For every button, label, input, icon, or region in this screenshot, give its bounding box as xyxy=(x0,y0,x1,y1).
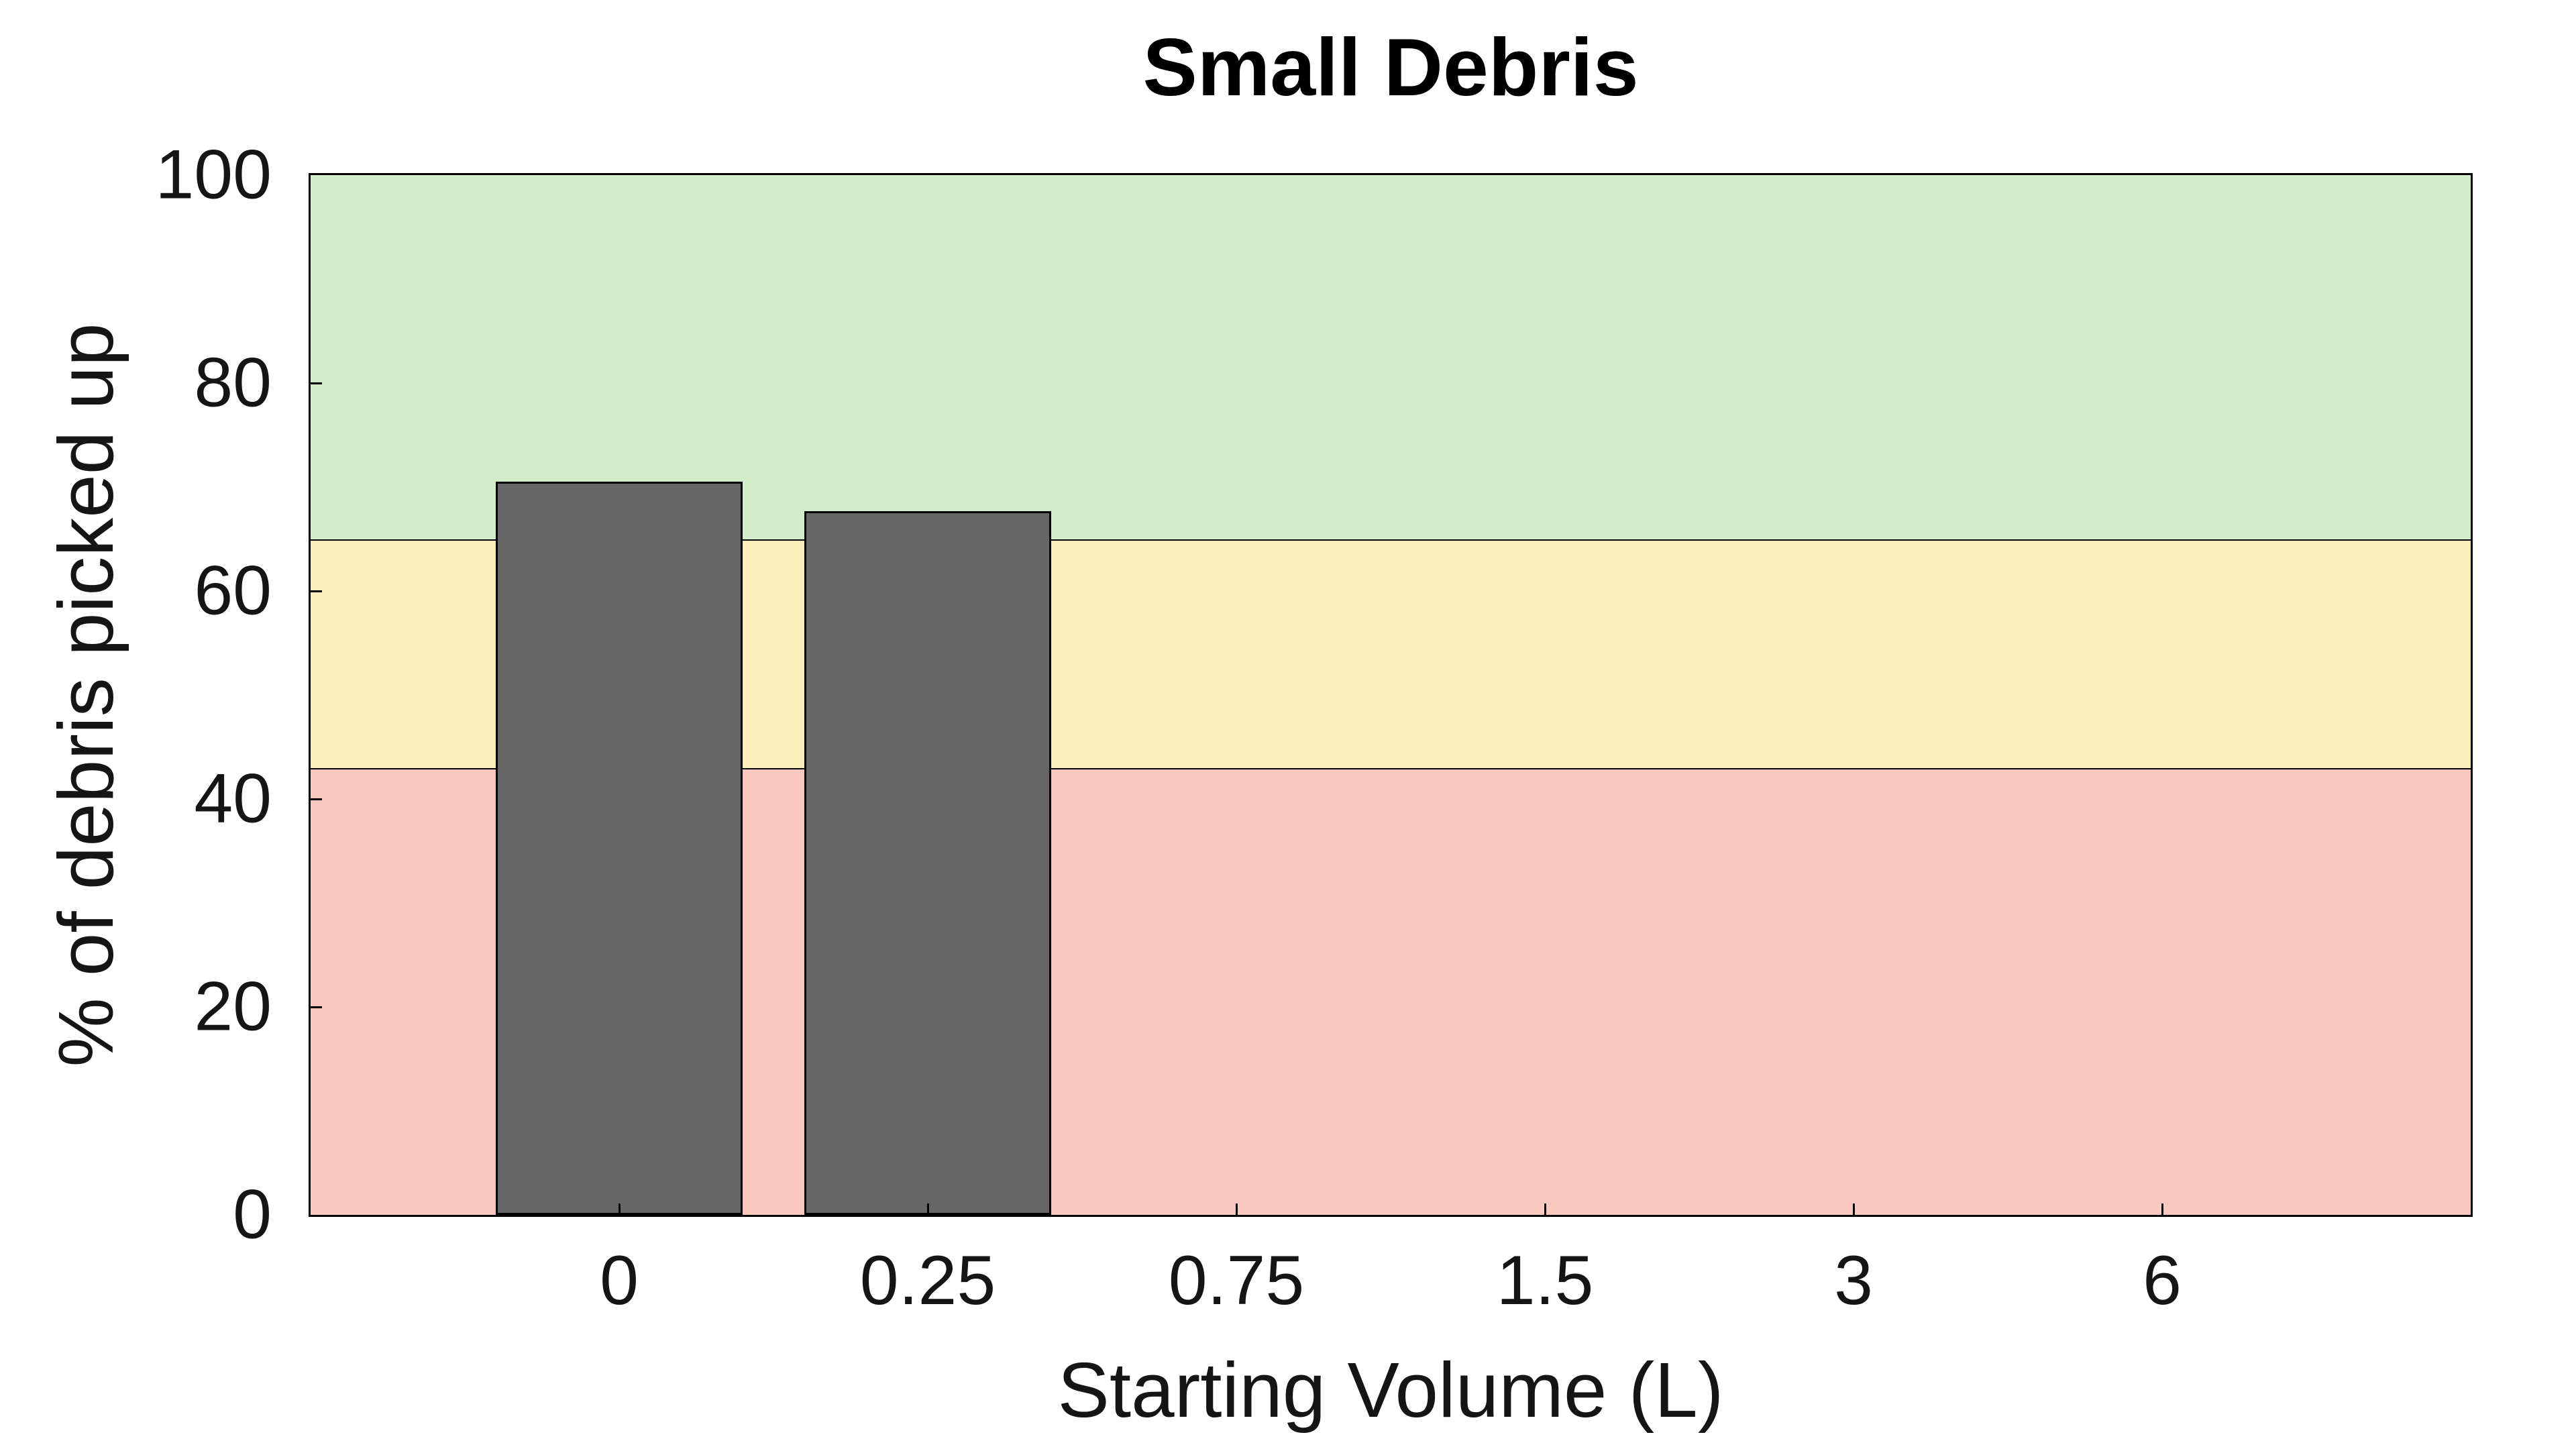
x-axis-label: Starting Volume (L) xyxy=(1057,1346,1724,1434)
bar-0 xyxy=(496,482,743,1215)
y-tick-label-0: 0 xyxy=(233,1175,272,1254)
y-tick-80 xyxy=(311,382,322,384)
x-tick-label-0.25: 0.25 xyxy=(859,1242,996,1320)
y-tick-label-80: 80 xyxy=(194,343,272,422)
bar-0.25 xyxy=(804,511,1051,1215)
y-tick-20 xyxy=(311,1006,322,1008)
x-tick-0.25 xyxy=(927,1203,929,1215)
x-tick-label-3: 3 xyxy=(1834,1242,1873,1320)
x-tick-3 xyxy=(1853,1203,1855,1215)
band-boundary-65 xyxy=(311,538,2471,541)
chart-title: Small Debris xyxy=(1142,21,1639,113)
y-tick-60 xyxy=(311,590,322,592)
y-tick-label-100: 100 xyxy=(155,136,272,214)
x-tick-label-0: 0 xyxy=(600,1242,639,1320)
x-tick-label-6: 6 xyxy=(2143,1242,2182,1320)
x-tick-0 xyxy=(619,1203,621,1215)
y-axis-label: % of debris picked up xyxy=(42,323,129,1067)
y-tick-40 xyxy=(311,798,322,800)
y-tick-label-20: 20 xyxy=(194,967,272,1046)
band-good xyxy=(311,175,2471,539)
band-boundary-43 xyxy=(311,767,2471,769)
y-tick-label-40: 40 xyxy=(194,759,272,838)
y-tick-label-60: 60 xyxy=(194,551,272,630)
x-tick-0.75 xyxy=(1236,1203,1238,1215)
x-tick-label-0.75: 0.75 xyxy=(1168,1242,1305,1320)
x-tick-1.5 xyxy=(1544,1203,1546,1215)
plot-area xyxy=(309,173,2473,1217)
x-tick-6 xyxy=(2161,1203,2163,1215)
x-tick-label-1.5: 1.5 xyxy=(1496,1242,1594,1320)
